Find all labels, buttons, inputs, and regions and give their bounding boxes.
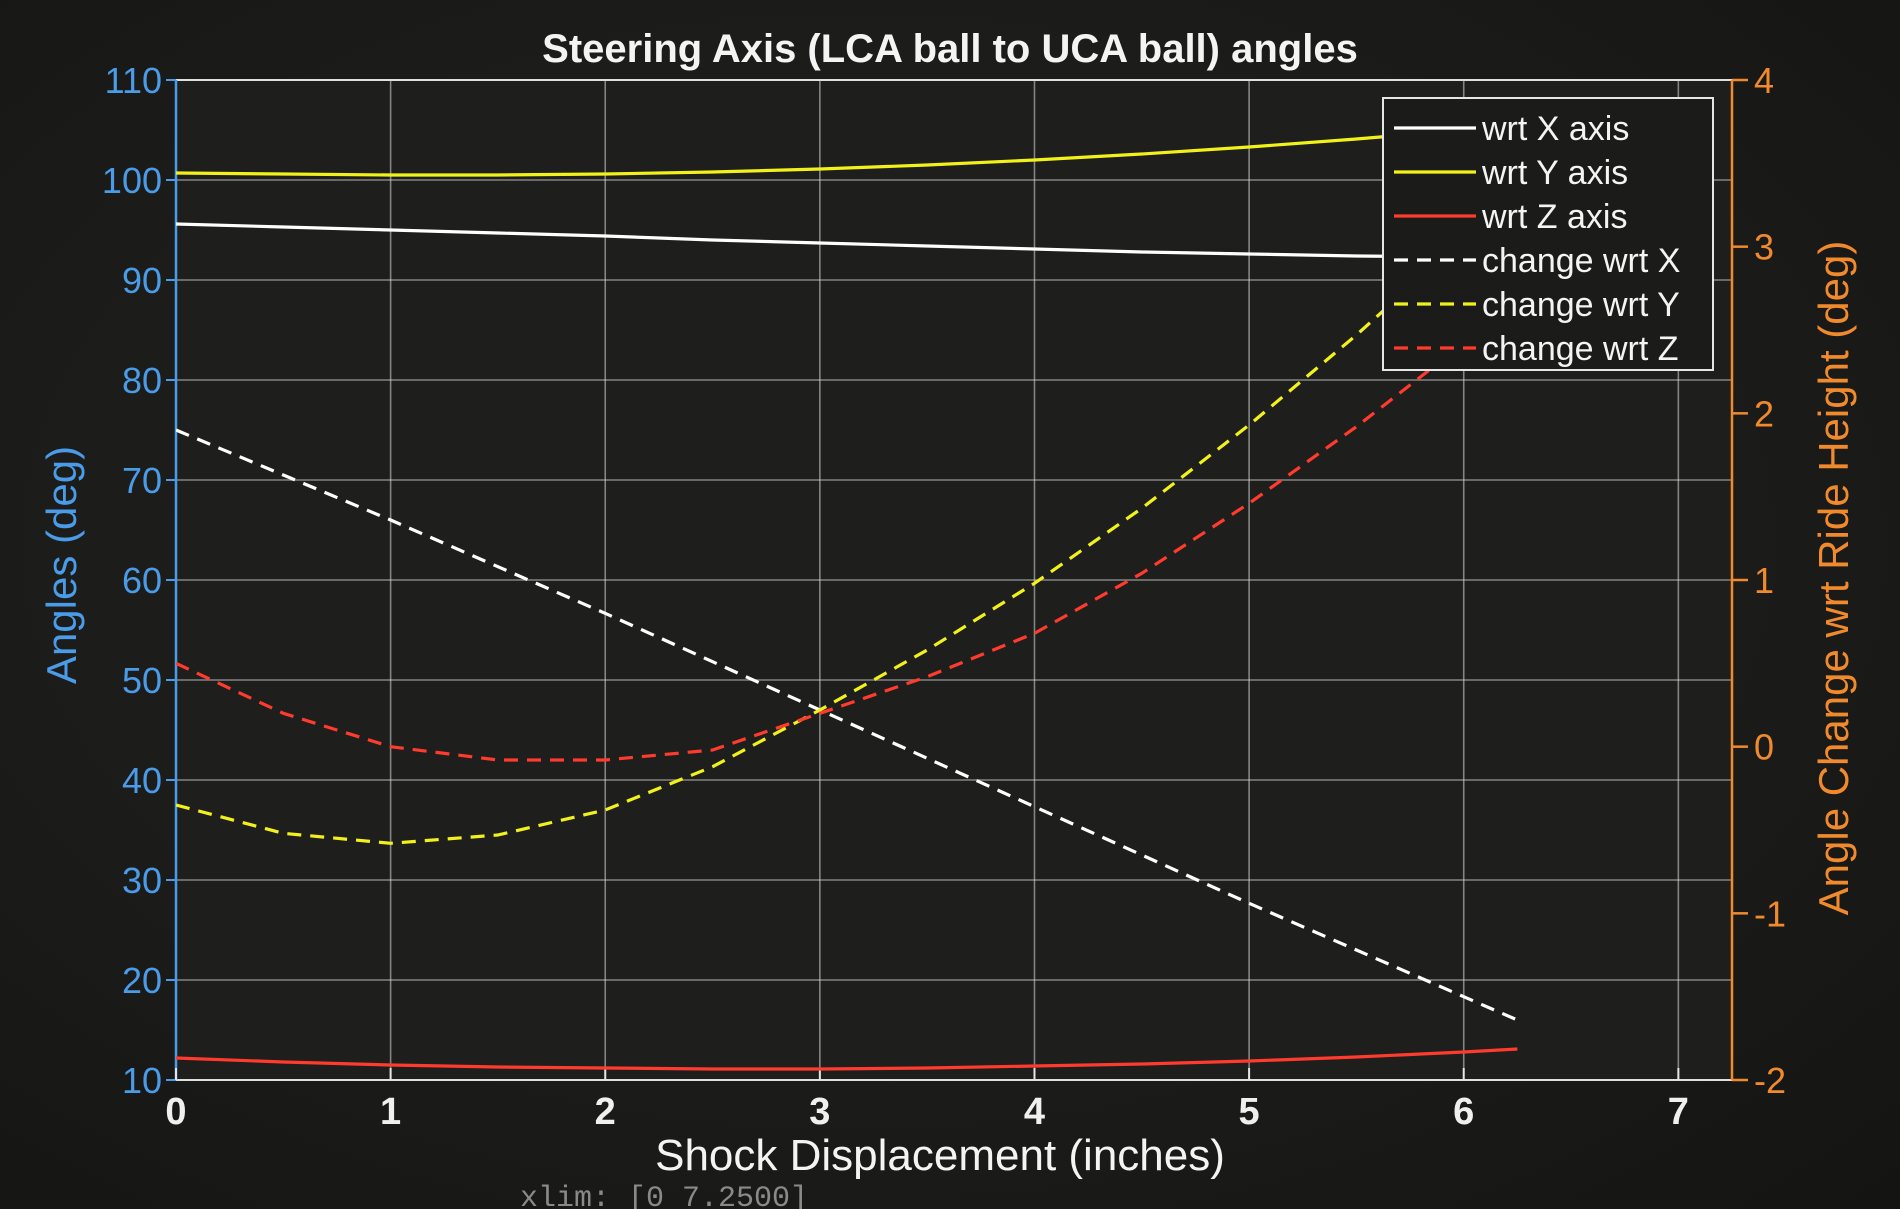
right-y-tick-label: 3 (1754, 227, 1774, 268)
x-tick-label: 4 (1024, 1091, 1045, 1133)
left-y-axis-label: Angles (deg) (38, 446, 85, 684)
command-window-text: xlim: [0 7.2500] (520, 1182, 808, 1209)
right-y-tick-label: 0 (1754, 727, 1774, 768)
left-y-tick-label: 70 (122, 460, 162, 501)
right-y-tick-label: -2 (1754, 1060, 1786, 1101)
right-y-tick-label: -1 (1754, 893, 1786, 934)
series-line-change-wrt-x (176, 428, 1519, 1022)
chart-title: Steering Axis (LCA ball to UCA ball) ang… (542, 27, 1358, 71)
legend-label-wrt-x-axis: wrt X axis (1481, 110, 1629, 148)
left-y-axis: 10 20 30 40 50 60 70 80 90 100 110 (102, 60, 178, 1101)
right-y-axis: -2 -1 0 1 2 3 4 (1730, 60, 1786, 1101)
legend-label-change-wrt-x: change wrt X (1482, 242, 1680, 280)
left-y-tick-label: 10 (122, 1060, 162, 1101)
legend-label-change-wrt-z: change wrt Z (1482, 330, 1679, 368)
right-y-tick-label: 2 (1754, 393, 1774, 434)
right-y-tick-label: 1 (1754, 560, 1774, 601)
x-tick-label: 0 (165, 1091, 186, 1133)
legend: wrt X axis wrt Y axis wrt Z axis change wrt… (1382, 97, 1714, 371)
right-y-axis-label: Angle Change wrt Ride Height (deg) (1810, 241, 1857, 916)
series-line-change-wrt-y (176, 187, 1519, 845)
series-line-change-wrt-z (176, 298, 1519, 762)
left-y-tick-label: 30 (122, 860, 162, 901)
series-line-wrt-x-axis (176, 222, 1518, 260)
x-tick-label: 3 (809, 1091, 830, 1133)
series-lines (176, 123, 1519, 1071)
right-y-tick-label: 4 (1754, 60, 1774, 101)
legend-label-wrt-y-axis: wrt Y axis (1481, 154, 1628, 192)
series-line-wrt-z-axis (176, 1047, 1518, 1071)
left-y-tick-label: 100 (102, 160, 162, 201)
left-y-tick-label: 50 (122, 660, 162, 701)
legend-label-change-wrt-y: change wrt Y (1482, 286, 1680, 324)
left-y-tick-label: 110 (105, 60, 162, 101)
left-y-tick-label: 80 (122, 360, 162, 401)
left-y-tick-label: 40 (122, 760, 162, 801)
left-y-tick-label: 90 (122, 260, 162, 301)
x-tick-label: 6 (1453, 1091, 1474, 1133)
left-y-tick-label: 20 (122, 960, 162, 1001)
series-line-wrt-y-axis (176, 123, 1518, 177)
x-axis: 0 1 2 3 4 5 6 7 (165, 1068, 1689, 1133)
x-tick-label: 2 (595, 1091, 616, 1133)
legend-box (1382, 97, 1714, 371)
x-tick-label: 7 (1668, 1091, 1689, 1133)
x-axis-label: Shock Displacement (inches) (655, 1131, 1225, 1180)
left-y-tick-label: 60 (122, 560, 162, 601)
x-tick-label: 1 (380, 1091, 401, 1133)
legend-label-wrt-z-axis: wrt Z axis (1481, 198, 1627, 236)
x-tick-label: 5 (1239, 1091, 1260, 1133)
